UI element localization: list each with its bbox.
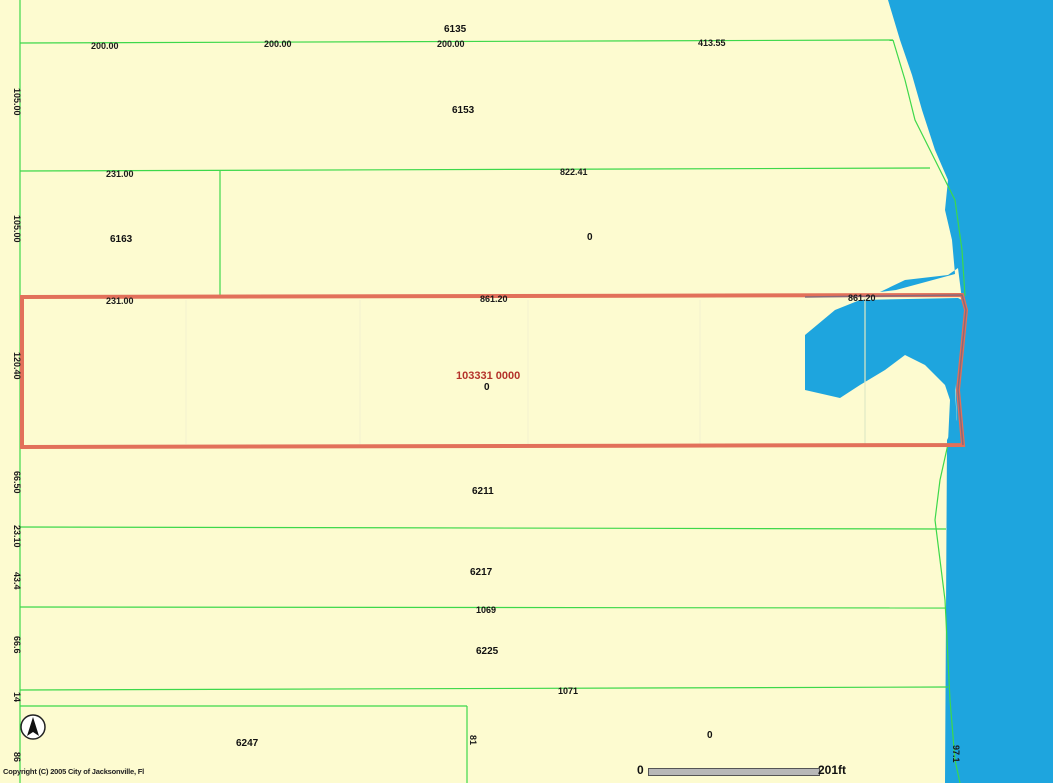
dim-label: 120.40	[12, 352, 22, 380]
north-arrow-icon	[20, 714, 46, 740]
parcel-number[interactable]: 6217	[470, 567, 493, 578]
parcel-number[interactable]: 6211	[472, 486, 494, 497]
dim-label: 200.00	[91, 41, 119, 51]
parcel-number[interactable]: 6153	[452, 105, 475, 116]
selected-parcel-id[interactable]: 103331 0000	[456, 370, 520, 382]
scale-end-label: 201ft	[818, 763, 847, 777]
dim-label: 200.00	[264, 39, 292, 49]
dim-label: 23.10	[12, 525, 22, 548]
ocean-water	[880, 0, 1053, 783]
scale-start-label: 0	[637, 763, 644, 777]
dim-label: 43.4	[12, 572, 22, 590]
parcel-number[interactable]: 6163	[110, 234, 133, 245]
selected-parcel-inner	[804, 294, 967, 446]
dim-label: 231.00	[106, 169, 134, 179]
copyright-text: Copyright (C) 2005 City of Jacksonville,…	[3, 767, 145, 776]
dim-label: 861.20	[848, 293, 876, 303]
parcel-number[interactable]: 0	[484, 382, 490, 393]
dim-label: 413.55	[698, 38, 726, 48]
dim-label: 105.00	[12, 88, 22, 116]
dim-label: 231.00	[106, 296, 134, 306]
dim-label: 81	[468, 735, 478, 745]
dim-label: 861.20	[480, 294, 508, 304]
inlet-water	[805, 298, 962, 442]
parcel-number[interactable]: 0	[707, 730, 713, 741]
dim-label: 66.6	[12, 636, 22, 654]
dim-label: 200.00	[437, 39, 465, 49]
dim-label: 86	[12, 752, 22, 762]
scale-bar	[648, 768, 820, 776]
dim-label: 14	[12, 692, 22, 702]
dim-label: 66.50	[12, 471, 22, 494]
parcel-number[interactable]: 6247	[236, 738, 259, 749]
dim-label: 822.41	[560, 167, 588, 177]
parcel-lines	[19, 0, 966, 783]
dim-label: 97.1	[951, 745, 961, 763]
parcel-number[interactable]: 1069	[476, 605, 496, 615]
parcel-number[interactable]: 6135	[444, 24, 467, 35]
parcel-number[interactable]: 1071	[558, 686, 578, 696]
parcel-number[interactable]: 6225	[476, 646, 499, 657]
dim-label: 105.00	[12, 215, 22, 243]
parcel-number[interactable]: 0	[587, 232, 593, 243]
